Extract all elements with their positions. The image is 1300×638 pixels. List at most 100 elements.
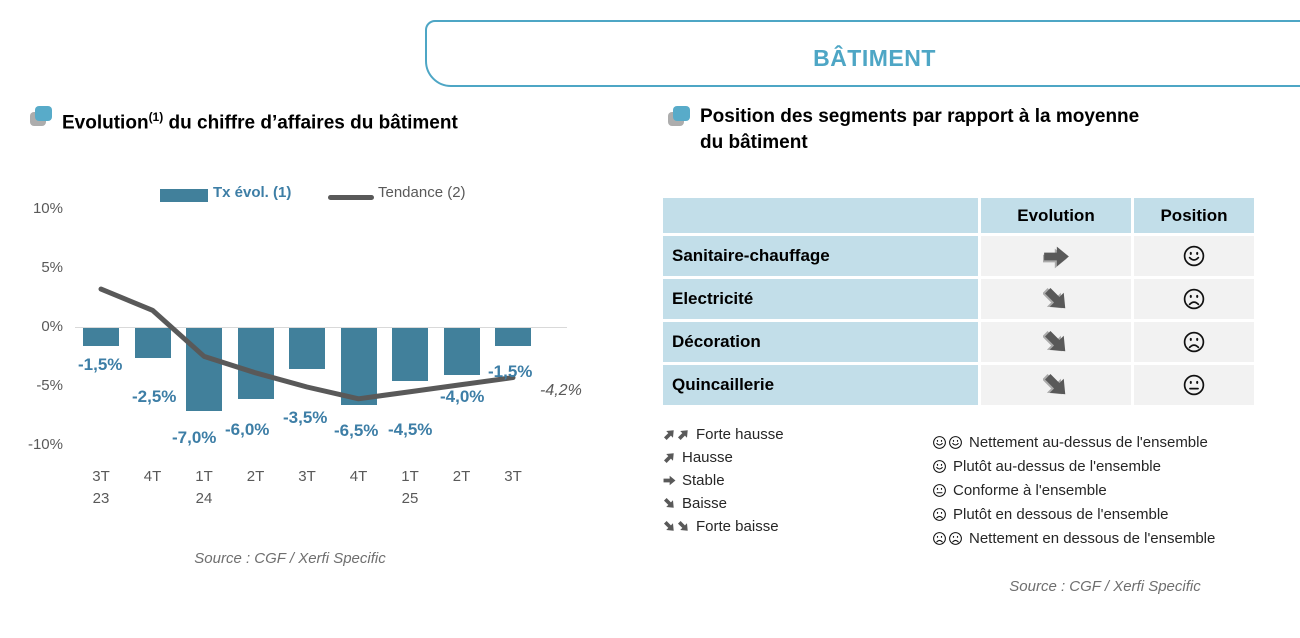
legend-label: Plutôt en dessous de l'ensemble (953, 505, 1169, 523)
bar (392, 328, 428, 382)
y-axis-tick: -10% (27, 436, 63, 453)
x-axis-tick: 2T (437, 466, 487, 488)
left-title-rest: du chiffre d’affaires du bâtiment (163, 112, 458, 134)
legend-icons (663, 520, 690, 533)
left-title-text: Evolution(1) du chiffre d’affaires du bâ… (62, 104, 458, 136)
legend-item: Nettement en dessous de l'ensemble (932, 526, 1215, 550)
bar-value-label: -7,0% (172, 428, 217, 447)
evolution-cell (981, 279, 1131, 319)
position-cell (1134, 279, 1254, 319)
legend-label: Forte baisse (696, 518, 779, 535)
y-axis-tick: 0% (41, 318, 63, 335)
table-header-empty (663, 198, 978, 233)
x-axis-tick: 4T (334, 466, 384, 488)
y-axis-tick: -5% (36, 377, 63, 394)
legend-bar-swatch (160, 189, 208, 202)
bar-value-label: -6,5% (334, 421, 379, 440)
right-arrow-icon (663, 475, 676, 486)
bar-value-label: -3,5% (283, 408, 328, 427)
trend-end-label: -4,2% (540, 382, 582, 399)
y-axis-tick: 10% (32, 200, 63, 217)
legend-label: Nettement en dessous de l'ensemble (969, 529, 1216, 547)
legend-item: Plutôt au-dessus de l'ensemble (932, 454, 1215, 478)
table-row-label: Electricité (663, 279, 978, 319)
sad-face-icon (1183, 288, 1205, 310)
x-axis-tick: 4T (128, 466, 178, 488)
legend-bar-label: Tx évol. (1) (213, 184, 292, 201)
x-axis-tick: 3T (282, 466, 332, 488)
section-header-box: BÂTIMENT (425, 20, 1300, 87)
bar (340, 328, 377, 405)
legend-item: Nettement au-dessus de l'ensemble (932, 430, 1215, 454)
legend-item: Forte baisse (663, 515, 784, 538)
sad-face-icon (949, 531, 962, 545)
x-axis-tick: 3T (488, 466, 538, 488)
legend-icons (663, 451, 676, 464)
x-tick-year: 23 (92, 490, 110, 507)
neutral-face-icon (933, 483, 946, 497)
legend-item: Conforme à l'ensemble (932, 478, 1215, 502)
legend-icons (932, 459, 947, 474)
bar (134, 328, 171, 358)
legend-item: Plutôt en dessous de l'ensemble (932, 502, 1215, 526)
se-arrow-icon (663, 497, 674, 508)
x-tick-year: 25 (401, 490, 419, 507)
bar (495, 328, 531, 346)
legend-label: Hausse (682, 449, 733, 466)
x-tick-quarter: 1T (401, 468, 419, 485)
bar-value-label: -4,5% (388, 420, 433, 439)
evolution-cell (981, 322, 1131, 362)
bar (237, 328, 274, 399)
table-header-position: Position (1134, 198, 1254, 233)
right-title-line1: Position des segments par rapport à la m… (700, 106, 1140, 127)
legend-icons (932, 483, 947, 498)
x-tick-quarter: 2T (246, 468, 265, 485)
legend-label: Plutôt au-dessus de l'ensemble (953, 457, 1161, 475)
bar-value-label: -1,5% (78, 355, 123, 374)
left-panel-title: Evolution(1) du chiffre d’affaires du bâ… (30, 104, 610, 136)
section-title: BÂTIMENT (813, 45, 936, 71)
x-tick-quarter: 4T (349, 468, 368, 485)
y-axis-tick: 5% (41, 259, 63, 276)
se-arrow-icon (1042, 330, 1065, 351)
right-arrow-icon (1042, 246, 1069, 268)
table-row-label: Quincaillerie (663, 365, 978, 405)
legend-icons (663, 474, 676, 487)
legend-line-swatch (328, 195, 374, 200)
sad-face-icon (933, 507, 946, 521)
se-arrow-icon (1042, 373, 1065, 394)
happy-face-icon (933, 435, 946, 449)
evolution-cell (981, 365, 1131, 405)
happy-face-icon (949, 435, 962, 449)
x-tick-quarter: 3T (92, 468, 110, 485)
right-panel-title: Position des segments par rapport à la m… (668, 104, 1278, 156)
position-cell (1134, 365, 1254, 405)
bar-value-label: -1,5% (488, 362, 533, 381)
x-axis-tick: 3T 23 (76, 466, 126, 510)
left-title-word: Evolution (62, 112, 149, 134)
legend-item: Baisse (663, 492, 784, 515)
bullet-square (673, 106, 690, 121)
right-title-text: Position des segments par rapport à la m… (700, 104, 1139, 156)
bar (289, 328, 325, 370)
position-cell (1134, 236, 1254, 276)
neutral-face-icon (1183, 374, 1205, 396)
x-axis-tick: 1T 24 (179, 466, 229, 510)
left-title-footnote: (1) (148, 110, 164, 124)
legend-icons (932, 507, 947, 522)
square-bullet-icon (30, 106, 53, 127)
table-row-label: Décoration (663, 322, 978, 362)
table-row-label: Sanitaire-chauffage (663, 236, 978, 276)
se-arrow-icon (1042, 287, 1065, 308)
legend-label: Stable (682, 472, 725, 489)
bullet-square (35, 106, 52, 121)
bar (186, 328, 222, 411)
right-title-line2: du bâtiment (700, 132, 808, 153)
legend-item: Stable (663, 469, 784, 492)
legend-icons (932, 531, 963, 546)
legend-label: Conforme à l'ensemble (953, 481, 1107, 499)
x-axis-tick: 2T (231, 466, 281, 488)
position-cell (1134, 322, 1254, 362)
se-arrow-icon (677, 520, 688, 531)
x-tick-quarter: 3T (298, 468, 316, 485)
